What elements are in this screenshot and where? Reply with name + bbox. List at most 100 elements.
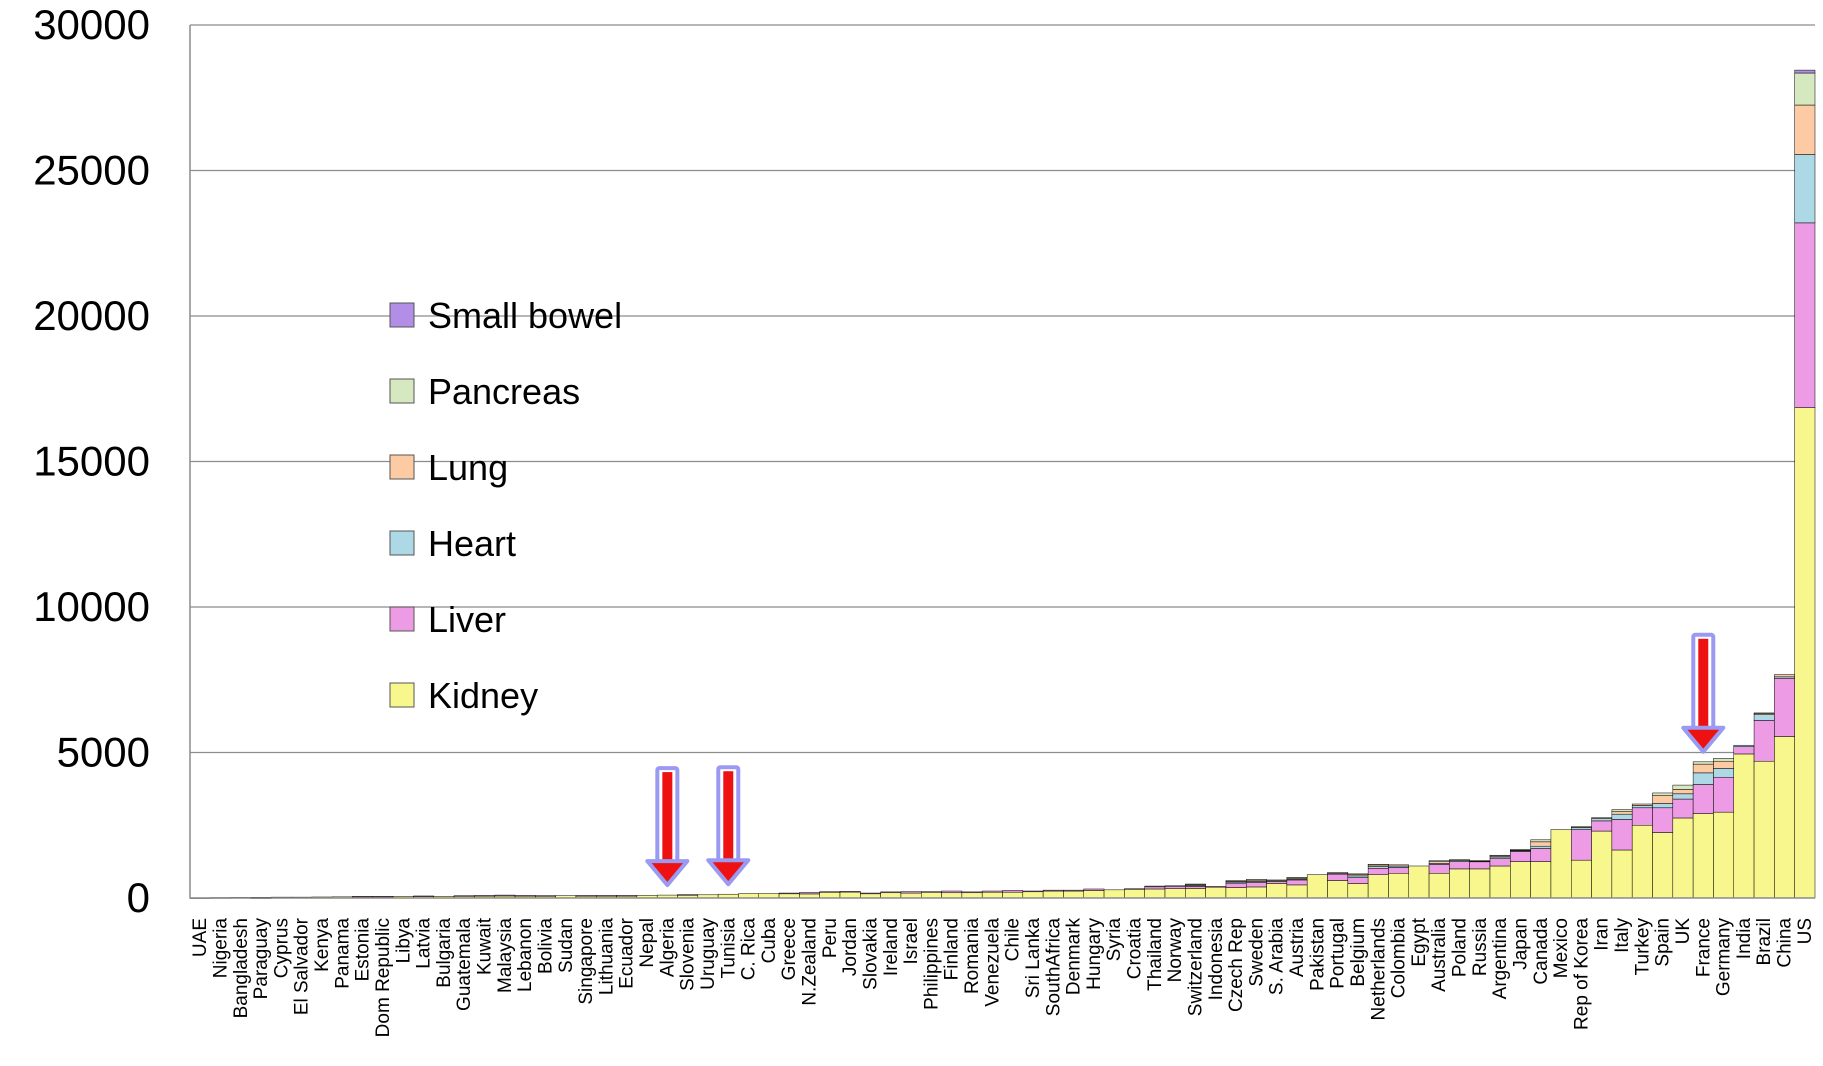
bar-segment	[1713, 760, 1734, 769]
bar-segment	[819, 891, 841, 899]
legend-label: Heart	[428, 523, 516, 564]
bar-stack	[1550, 829, 1572, 899]
bar-segment	[981, 891, 1003, 899]
legend-item: Liver	[389, 599, 506, 640]
x-tick-label: N.Zealand	[800, 918, 821, 1006]
bar-segment	[819, 891, 841, 893]
x-tick-label: Japan	[1510, 918, 1531, 970]
bar-segment	[1510, 851, 1531, 862]
bar-stack	[1652, 792, 1674, 899]
bar-stack	[1286, 877, 1308, 899]
axis-layer	[189, 25, 1815, 899]
bar-segment	[1002, 890, 1024, 893]
bar-segment	[1042, 890, 1064, 899]
bar-stack	[941, 890, 963, 899]
bar-segment	[1672, 789, 1694, 795]
y-tick-labels: 0 5000 10000 15000 20000 25000 30000	[33, 1, 150, 921]
legend-item: Lung	[389, 447, 508, 488]
arrow-shaft	[1698, 638, 1709, 730]
bar-segment	[1692, 763, 1714, 774]
bar-segment	[1124, 889, 1145, 899]
bar-stack	[1733, 744, 1755, 899]
bar-segment	[1611, 809, 1633, 812]
bar-segment	[616, 895, 638, 897]
bar-segment	[1774, 678, 1795, 737]
bar-segment	[1733, 753, 1755, 899]
bar-segment	[1246, 879, 1267, 881]
bar-segment	[1733, 744, 1755, 747]
bar-stack	[1713, 758, 1734, 899]
bar-segment	[1631, 825, 1653, 899]
bar-stack	[1672, 784, 1694, 899]
bar-stack	[1489, 854, 1511, 899]
x-tick-label: Sudan	[556, 918, 577, 973]
bar-segment	[941, 890, 963, 894]
bar-segment	[1631, 803, 1653, 806]
x-tick-label: Slovenia	[678, 918, 699, 991]
y-tick-label: 25000	[33, 147, 150, 194]
x-tick-labels: UAE Nigeria Bangladesh Paraguay Cyprus El Sal…	[190, 917, 1816, 1037]
annotation-arrow	[645, 766, 690, 888]
bar-segment	[1692, 761, 1714, 765]
x-tick-label: Peru	[820, 918, 841, 958]
bar-layer	[189, 69, 1816, 899]
y-tick-label: 10000	[33, 583, 150, 630]
x-tick-label: France	[1693, 918, 1714, 977]
bar-segment	[981, 890, 1003, 893]
x-tick-label: Bolivia	[535, 918, 556, 974]
x-tick-label: Venezuela	[982, 918, 1003, 1007]
bar-stack	[880, 891, 902, 899]
bar-segment	[1428, 860, 1450, 862]
x-tick-label: Brazil	[1754, 918, 1775, 966]
bar-stack	[1388, 864, 1409, 899]
legend-item: Pancreas	[389, 371, 580, 412]
x-tick-label: Denmark	[1064, 918, 1085, 996]
grid-layer	[190, 24, 1815, 754]
bar-segment	[413, 895, 434, 898]
bar-segment	[1672, 793, 1694, 800]
bar-stack	[900, 891, 922, 899]
x-tick-label: UAE	[190, 918, 211, 957]
bar-segment	[1794, 72, 1816, 106]
bar-segment	[1713, 768, 1734, 778]
bar-segment	[1347, 875, 1369, 878]
annotation-arrow	[706, 765, 751, 887]
bar-segment	[1388, 873, 1409, 899]
bar-stack	[1449, 859, 1470, 899]
bar-stack	[1002, 890, 1024, 899]
x-tick-label: Spain	[1653, 918, 1674, 967]
x-tick-label: SouthAfrica	[1043, 918, 1064, 1017]
legend-swatch	[389, 302, 415, 328]
x-tick-label: Paraguay	[251, 918, 272, 1000]
bar-segment	[1367, 874, 1389, 899]
bar-stack	[1022, 890, 1044, 899]
bar-stack	[1774, 674, 1795, 899]
arrow-head	[645, 859, 690, 888]
x-tick-label: Pakistan	[1307, 918, 1328, 991]
bar-segment	[961, 891, 983, 894]
bar-segment	[1286, 884, 1308, 899]
bar-segment	[1124, 888, 1145, 890]
y-tick-label: 20000	[33, 292, 150, 339]
bar-segment	[1103, 889, 1125, 899]
x-tick-label: Sri Lanka	[1023, 918, 1044, 999]
x-tick-label: S. Arabia	[1267, 918, 1288, 996]
x-tick-label: Czech Rep	[1226, 918, 1247, 1012]
bar-segment	[1367, 863, 1389, 866]
x-tick-label: Lithuania	[596, 918, 617, 996]
x-tick-label: Bulgaria	[434, 918, 455, 988]
bar-stack	[1794, 69, 1816, 899]
legend-swatch	[389, 454, 415, 480]
bar-segment	[1327, 873, 1349, 881]
bar-segment	[1428, 873, 1450, 899]
x-tick-label: Poland	[1450, 918, 1471, 977]
bar-segment	[1530, 861, 1552, 899]
bar-segment	[1652, 792, 1674, 796]
bar-segment	[1408, 865, 1430, 899]
bar-stack	[1611, 809, 1633, 899]
legend-swatch	[389, 530, 415, 556]
bar-segment	[1388, 864, 1409, 867]
bar-segment	[1550, 829, 1572, 899]
bar-segment	[1631, 807, 1653, 826]
